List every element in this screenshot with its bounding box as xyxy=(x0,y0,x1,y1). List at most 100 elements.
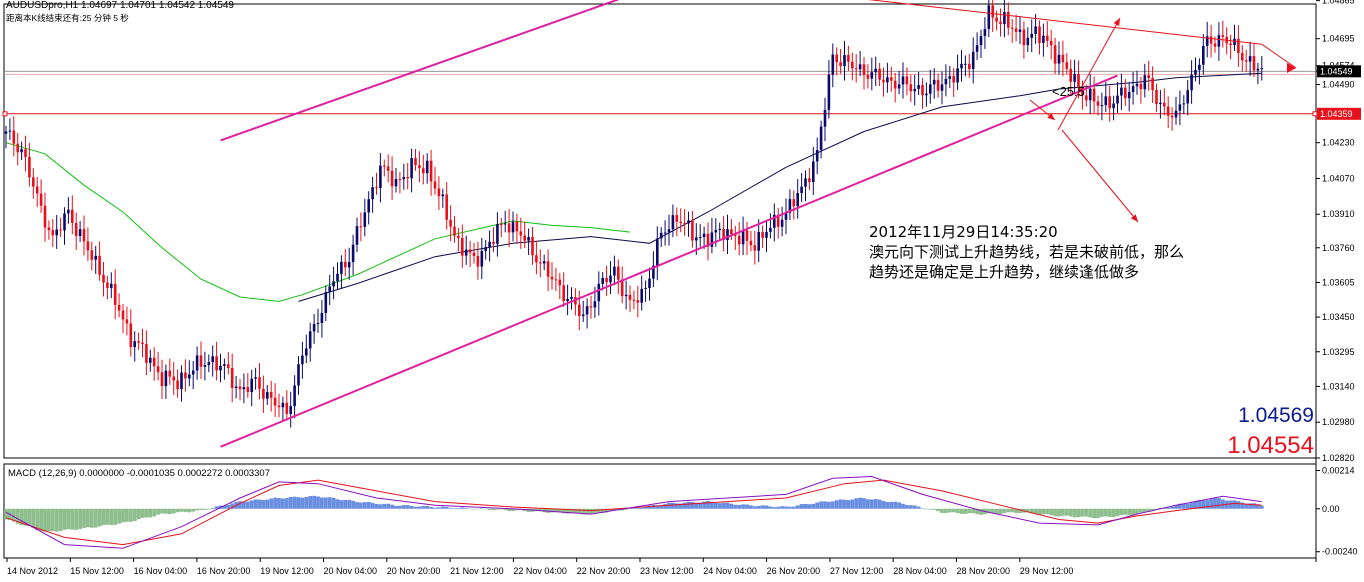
macd-histogram-bar xyxy=(893,501,898,509)
macd-histogram-bar xyxy=(370,502,375,509)
candle-body xyxy=(999,21,1002,25)
macd-histogram-bar xyxy=(417,506,422,509)
candle-body xyxy=(550,276,554,280)
candle-body xyxy=(546,261,550,277)
arrowhead xyxy=(1047,112,1055,120)
candle-body xyxy=(59,229,62,231)
macd-histogram-bar xyxy=(50,508,55,532)
macd-histogram-bar xyxy=(351,500,355,509)
time-tick-label: 16 Nov 20:00 xyxy=(197,566,251,576)
arrowhead xyxy=(1287,63,1296,73)
macd-histogram-bar xyxy=(971,508,976,514)
macd-histogram-bar xyxy=(1193,501,1198,509)
candle-body xyxy=(570,297,573,299)
macd-histogram-bar xyxy=(148,508,153,518)
macd-histogram-bar xyxy=(928,508,933,510)
macd-histogram-bar xyxy=(866,499,870,509)
macd-histogram-bar xyxy=(23,508,28,526)
note-timestamp: 2012年11月29日14:35:20 xyxy=(869,223,1058,241)
candle-body xyxy=(168,370,172,377)
macd-histogram-bar xyxy=(1041,508,1046,515)
macd-histogram-bar xyxy=(600,508,605,514)
macd-histogram-bar xyxy=(152,508,157,517)
candle-body xyxy=(671,215,675,230)
macd-histogram-bar xyxy=(47,508,51,531)
channel-lower-line xyxy=(220,74,1118,448)
candle-body xyxy=(35,186,39,194)
time-tick-label: 22 Nov 20:00 xyxy=(577,566,631,576)
macd-histogram-bar xyxy=(66,508,71,530)
macd-histogram-bar xyxy=(101,508,106,526)
candle-body xyxy=(1112,103,1115,109)
candle-body xyxy=(398,179,402,181)
macd-histogram-bar xyxy=(577,508,582,514)
macd-histogram-bar xyxy=(479,508,484,509)
macd-legend: MACD (12,26,9) 0.0000000 -0.0001035 0.00… xyxy=(8,468,270,479)
candle-body xyxy=(519,231,523,236)
macd-histogram-bar xyxy=(1142,508,1147,512)
macd-histogram-bar xyxy=(589,508,593,514)
macd-histogram-bar xyxy=(284,498,289,509)
candle-body xyxy=(500,224,503,226)
candle-body xyxy=(667,229,671,233)
macd-histogram-bar xyxy=(288,497,293,509)
macd-histogram-bar xyxy=(581,508,586,515)
time-tick-label: 19 Nov 12:00 xyxy=(260,566,314,576)
candle-body xyxy=(515,221,519,232)
candle-body xyxy=(1244,60,1248,62)
macd-histogram-bar xyxy=(1119,508,1124,515)
macd-histogram-bar xyxy=(1033,508,1038,515)
candle-body xyxy=(390,170,394,187)
macd-histogram-bar xyxy=(1209,499,1213,509)
time-tick-label: 16 Nov 04:00 xyxy=(134,566,188,576)
macd-histogram-bar xyxy=(674,503,679,509)
macd-histogram-bar xyxy=(242,501,246,509)
macd-histogram-bar xyxy=(437,507,441,509)
macd-histogram-bar xyxy=(320,497,324,509)
candle-body xyxy=(98,255,101,275)
candle-body xyxy=(769,227,772,232)
candle-body xyxy=(320,312,324,324)
macd-histogram-bar xyxy=(1068,508,1073,517)
price-tag-label: 1.04359 xyxy=(1320,109,1353,119)
candle-body xyxy=(113,283,117,305)
macd-histogram-bar xyxy=(955,508,960,513)
candle-body xyxy=(905,76,909,85)
macd-histogram-bar xyxy=(1045,508,1050,515)
candle-body xyxy=(281,402,285,408)
candle-body xyxy=(445,194,448,220)
candle-body xyxy=(16,143,19,153)
candle-body xyxy=(718,228,721,230)
candle-body xyxy=(273,397,277,406)
macd-histogram-bar xyxy=(195,508,199,511)
candle-body xyxy=(141,342,144,345)
time-tick-label: 28 Nov 04:00 xyxy=(893,566,947,576)
macd-histogram-bar xyxy=(1049,508,1054,515)
macd-histogram-bar xyxy=(300,497,305,509)
macd-histogram-bar xyxy=(1131,508,1135,516)
candle-body xyxy=(1010,27,1014,29)
macd-histogram-bar xyxy=(585,508,589,515)
macd-histogram-bar xyxy=(706,500,710,509)
macd-histogram-bar xyxy=(495,508,500,510)
macd-histogram-bar xyxy=(780,506,784,509)
candle-body xyxy=(1194,70,1197,75)
candle-body xyxy=(800,186,803,194)
macd-histogram-bar xyxy=(526,508,531,512)
macd-main-line xyxy=(5,475,1262,549)
candle-body xyxy=(433,181,437,189)
level-handle-left xyxy=(2,111,8,117)
candle-body xyxy=(776,214,780,227)
macd-histogram-bar xyxy=(690,501,695,509)
candle-body xyxy=(441,194,445,197)
macd-histogram-bar xyxy=(951,508,956,513)
candle-body xyxy=(991,5,994,18)
candle-body xyxy=(808,178,811,183)
candle-body xyxy=(554,279,558,281)
candle-body xyxy=(1018,29,1022,32)
macd-histogram-bar xyxy=(121,508,125,523)
candle-body xyxy=(1135,83,1139,87)
macd-histogram-bar xyxy=(651,504,656,509)
